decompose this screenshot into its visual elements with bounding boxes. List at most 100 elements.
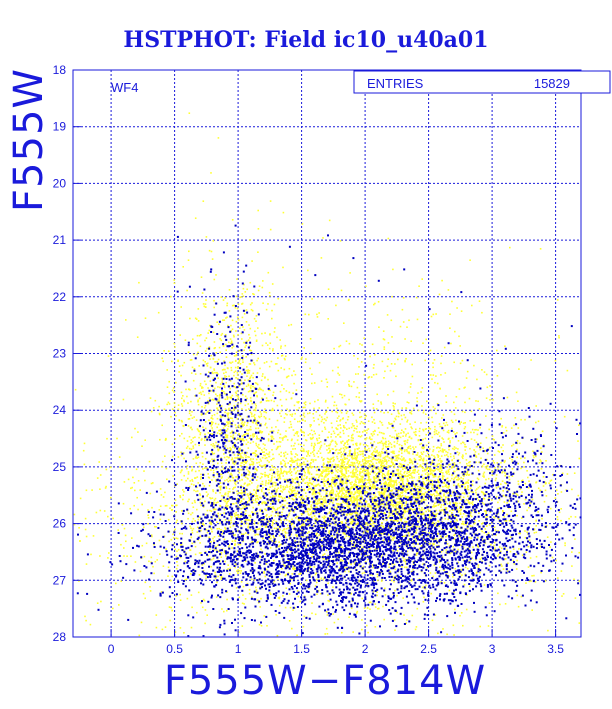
data-point xyxy=(295,492,298,495)
data-point xyxy=(297,482,300,485)
data-point xyxy=(444,529,446,531)
data-point xyxy=(459,362,462,365)
data-point xyxy=(212,453,214,455)
data-point xyxy=(428,483,431,486)
data-point xyxy=(328,503,331,505)
data-point xyxy=(292,490,294,492)
data-point xyxy=(265,480,267,482)
data-point xyxy=(202,303,205,305)
data-point xyxy=(313,476,315,478)
data-point xyxy=(238,468,240,470)
data-point xyxy=(127,478,130,481)
data-point xyxy=(181,510,183,512)
data-point xyxy=(282,560,285,563)
data-point xyxy=(469,501,471,504)
data-point xyxy=(392,494,394,497)
data-point xyxy=(242,498,245,500)
data-point xyxy=(234,432,237,434)
data-point xyxy=(396,459,398,462)
data-point xyxy=(180,451,182,454)
data-point xyxy=(263,502,266,505)
data-point xyxy=(98,461,100,463)
data-point xyxy=(173,405,176,408)
data-point xyxy=(367,513,369,516)
data-point xyxy=(310,438,312,440)
data-point xyxy=(241,316,244,319)
data-point xyxy=(280,485,282,487)
data-point xyxy=(230,467,232,469)
data-point xyxy=(350,523,352,525)
data-point xyxy=(273,481,276,484)
data-point xyxy=(329,459,331,461)
data-point xyxy=(377,400,380,402)
data-point xyxy=(402,552,404,555)
data-point xyxy=(227,491,230,493)
data-point xyxy=(349,449,351,452)
data-point xyxy=(381,578,383,581)
data-point xyxy=(190,359,193,361)
data-point xyxy=(450,411,453,413)
data-point xyxy=(387,465,390,467)
data-point xyxy=(346,440,348,442)
data-point xyxy=(496,462,499,464)
data-point xyxy=(393,436,395,438)
data-point xyxy=(281,529,284,532)
data-point xyxy=(397,474,400,477)
data-point xyxy=(316,437,318,440)
data-point xyxy=(282,211,285,214)
data-point xyxy=(242,355,244,357)
data-point xyxy=(270,430,272,433)
data-point xyxy=(264,454,266,457)
data-point xyxy=(371,451,374,454)
data-point xyxy=(341,459,344,462)
data-point xyxy=(215,508,217,511)
data-point xyxy=(364,430,366,432)
data-point xyxy=(433,493,435,495)
data-point xyxy=(254,452,257,455)
data-point xyxy=(366,479,369,481)
data-point xyxy=(324,527,326,530)
data-point xyxy=(273,400,275,403)
data-point xyxy=(202,522,204,525)
data-point xyxy=(262,487,264,489)
data-point xyxy=(280,410,283,412)
data-point xyxy=(320,539,323,542)
data-point xyxy=(377,607,379,610)
data-point xyxy=(216,360,218,363)
data-point xyxy=(319,452,322,454)
data-point xyxy=(456,508,459,511)
data-point xyxy=(350,497,353,500)
data-point xyxy=(230,497,233,500)
data-point xyxy=(326,445,328,447)
data-point xyxy=(436,403,439,405)
data-point xyxy=(218,486,221,488)
data-point xyxy=(376,393,378,396)
data-point xyxy=(445,450,447,453)
data-point xyxy=(222,427,225,429)
data-point xyxy=(389,423,392,425)
data-point xyxy=(356,512,358,514)
data-point xyxy=(258,285,261,287)
data-point xyxy=(376,514,379,517)
data-point xyxy=(211,530,213,533)
data-point xyxy=(382,462,384,464)
data-point xyxy=(268,488,270,491)
data-point xyxy=(353,462,356,465)
data-point xyxy=(374,487,377,489)
data-point xyxy=(406,497,409,500)
data-point xyxy=(273,507,276,510)
data-point xyxy=(336,490,338,493)
data-point xyxy=(318,437,321,439)
data-point xyxy=(227,423,229,425)
data-point xyxy=(254,454,257,457)
data-point xyxy=(204,433,206,436)
data-point xyxy=(176,483,178,485)
data-point xyxy=(413,468,415,471)
data-point xyxy=(351,434,353,437)
data-point xyxy=(375,454,378,457)
data-point xyxy=(291,491,293,494)
data-point xyxy=(246,422,249,424)
data-point xyxy=(320,257,323,259)
data-point xyxy=(337,497,340,500)
data-point xyxy=(331,426,333,429)
